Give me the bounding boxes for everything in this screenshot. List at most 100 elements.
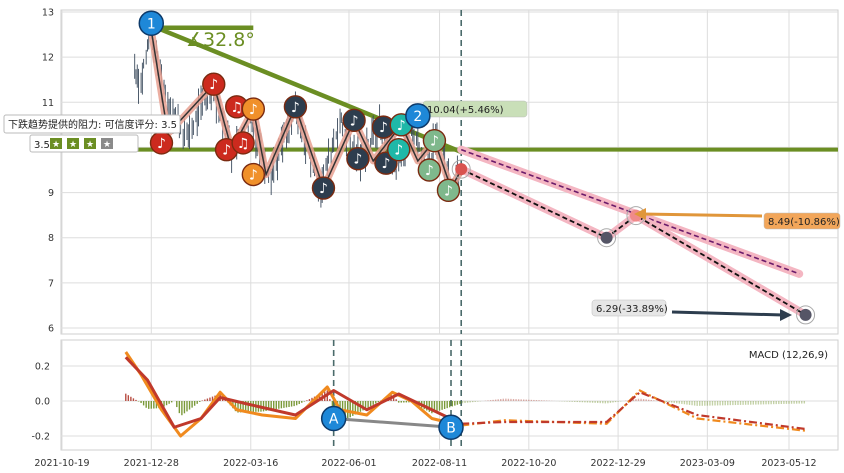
price-y-tick: 11 (42, 98, 54, 109)
wave-circle (320, 405, 347, 432)
histogram-bar (721, 401, 724, 406)
histogram-bar (732, 401, 734, 406)
histogram-bar (566, 401, 568, 402)
marker-circle (417, 158, 442, 182)
wave-text: B (446, 420, 456, 436)
macd-y-tick: -0.2 (31, 432, 50, 443)
histogram-bar (153, 401, 155, 409)
histogram-bar (487, 400, 489, 401)
histogram-bar (767, 401, 770, 405)
music-note-icon: ♪ (381, 156, 390, 172)
histogram-bar (308, 399, 311, 401)
rating-icons: ★ ★ ★ ★ (50, 138, 113, 150)
annotation-text: 8.49(-10.86%) (768, 217, 840, 228)
histogram-bar (778, 401, 780, 405)
histogram-bar (148, 401, 150, 409)
histogram-bar (331, 401, 334, 408)
histogram-bar (489, 400, 492, 401)
music-note-icon: ♪ (249, 102, 258, 118)
histogram-bar (645, 399, 647, 401)
histogram-bar (449, 401, 451, 408)
histogram-bar (772, 401, 775, 405)
histogram-bar (780, 401, 783, 404)
histogram-bar (247, 401, 249, 413)
histogram-bar (701, 401, 703, 406)
histogram-bar (369, 401, 372, 407)
price-y-tick: 9 (48, 188, 54, 199)
histogram-bar (298, 401, 300, 405)
annotation-text: 10.04(+5.46%) (427, 105, 504, 116)
histogram-bar (196, 401, 198, 404)
star-icon: ★ (86, 140, 94, 150)
histogram-bar (191, 401, 193, 408)
histogram-bar (183, 401, 186, 414)
wave-circle (438, 414, 464, 440)
music-note-icon: ♪ (397, 118, 406, 134)
histogram-bar (403, 401, 405, 403)
marker-circle (283, 95, 308, 119)
histogram-bar (530, 399, 533, 401)
signal-marker: ♪ (417, 158, 442, 182)
histogram-bar (234, 401, 237, 412)
price-y-tick: 13 (42, 8, 54, 19)
marker-circle (202, 72, 226, 96)
histogram-bar (199, 401, 201, 402)
x-tick: 2023-03-09 (680, 458, 735, 469)
histogram-bar (757, 401, 760, 405)
histogram-bar (607, 401, 609, 404)
price-panel (60, 9, 839, 335)
histogram-bar (714, 401, 716, 406)
histogram-bar (747, 401, 749, 405)
histogram-bar (466, 401, 469, 403)
histogram-bar (801, 401, 803, 404)
annotation-arrow (641, 212, 763, 218)
histogram-bar (244, 401, 247, 413)
signal-marker: ♪ (241, 162, 266, 187)
macd-forecast-line (461, 389, 806, 432)
histogram-bar (280, 401, 283, 409)
forecast-point-ring (451, 159, 471, 179)
histogram-bar (273, 401, 275, 410)
price-grid (61, 10, 838, 334)
histogram-bar (306, 400, 308, 401)
histogram-bar (362, 401, 364, 411)
histogram-bar (408, 401, 410, 403)
histogram-bar (398, 401, 400, 403)
rating-value: 3.5 (34, 140, 50, 151)
histogram-bar (303, 401, 306, 402)
annotation-arrowhead (780, 309, 792, 321)
price-y-tick: 7 (48, 278, 54, 289)
histogram-bar (293, 401, 295, 407)
histogram-bar (803, 401, 806, 404)
histogram-bar (617, 401, 619, 402)
rating-icon (67, 138, 79, 149)
price-annotation: 8.49(-10.86%) (763, 212, 841, 230)
histogram-bar (602, 401, 604, 404)
histogram-bar (676, 401, 678, 404)
star-icon: ★ (103, 140, 111, 150)
histogram-bar (793, 401, 795, 404)
histogram-bar (739, 401, 742, 405)
signal-marker: ♪ (149, 131, 174, 155)
music-note-icon: ♪ (444, 183, 453, 199)
histogram-bar (520, 399, 522, 401)
histogram-bar (734, 401, 737, 406)
wave-label: 1 (138, 10, 165, 37)
histogram-bar (755, 401, 757, 405)
histogram-bar (790, 401, 793, 404)
histogram-bar (446, 401, 448, 409)
histogram-bar (744, 401, 747, 405)
histogram-bar (533, 399, 535, 401)
histogram-bar (464, 401, 466, 404)
histogram-bar (329, 399, 331, 401)
histogram-bar (788, 401, 790, 404)
histogram-bar (642, 399, 645, 401)
histogram-bar (186, 401, 188, 412)
histogram-bar (750, 401, 752, 405)
music-note-icon: ♪ (222, 143, 231, 159)
histogram-bar (727, 401, 729, 406)
marker-circle (231, 131, 255, 155)
histogram-bar (599, 401, 601, 404)
forecast-line (460, 168, 807, 316)
marker-circle (346, 147, 370, 171)
